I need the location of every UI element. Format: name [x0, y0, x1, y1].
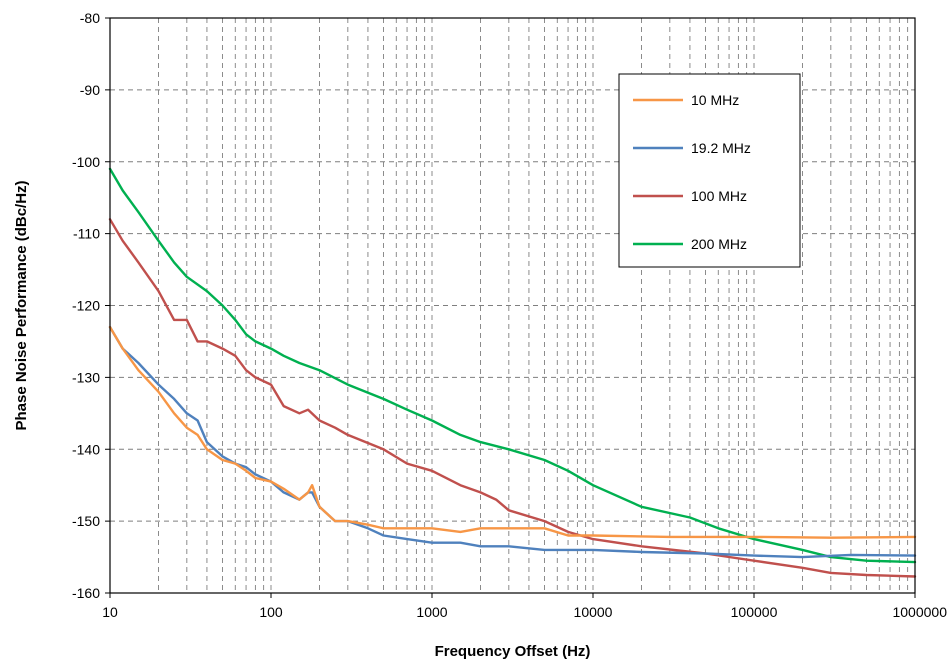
series-line-10-mhz	[108, 325, 917, 539]
y-tick-label: -100	[72, 154, 100, 170]
x-axis-ticks: 10 100 1000 10000 100000 1000000	[102, 593, 947, 620]
y-axis-title: Phase Noise Performance (dBc/Hz)	[13, 180, 30, 430]
y-tick-label: -160	[72, 585, 100, 601]
legend-label: 19.2 MHz	[691, 140, 751, 156]
x-tick-label: 100000	[731, 604, 778, 620]
legend-box	[618, 73, 801, 268]
x-tick-label: 10000	[574, 604, 613, 620]
x-tick-label: 1000	[416, 604, 447, 620]
y-axis-ticks: -80 -90 -100 -110 -120 -130 -140 -150 -160	[72, 10, 110, 601]
legend-label: 200 MHz	[691, 236, 747, 252]
legend: 10 MHz 19.2 MHz 100 MHz 200 MHz	[618, 73, 801, 268]
series-line-200-mhz	[108, 167, 917, 564]
series-lines	[108, 167, 917, 578]
x-tick-label: 1000000	[892, 604, 947, 620]
series-line-100-mhz	[108, 218, 917, 578]
x-axis-title: Frequency Offset (Hz)	[435, 643, 591, 660]
grid-lines	[109, 17, 915, 594]
y-tick-label: -140	[72, 441, 100, 457]
y-tick-label: -120	[72, 298, 100, 314]
y-tick-label: -80	[80, 10, 100, 26]
x-tick-label: 10	[102, 604, 118, 620]
y-tick-label: -110	[73, 226, 100, 242]
legend-label: 10 MHz	[691, 92, 739, 108]
x-tick-label: 100	[259, 604, 283, 620]
y-tick-label: -150	[72, 513, 100, 529]
y-tick-label: -90	[80, 82, 100, 98]
y-tick-label: -130	[72, 369, 100, 385]
legend-label: 100 MHz	[691, 188, 747, 204]
